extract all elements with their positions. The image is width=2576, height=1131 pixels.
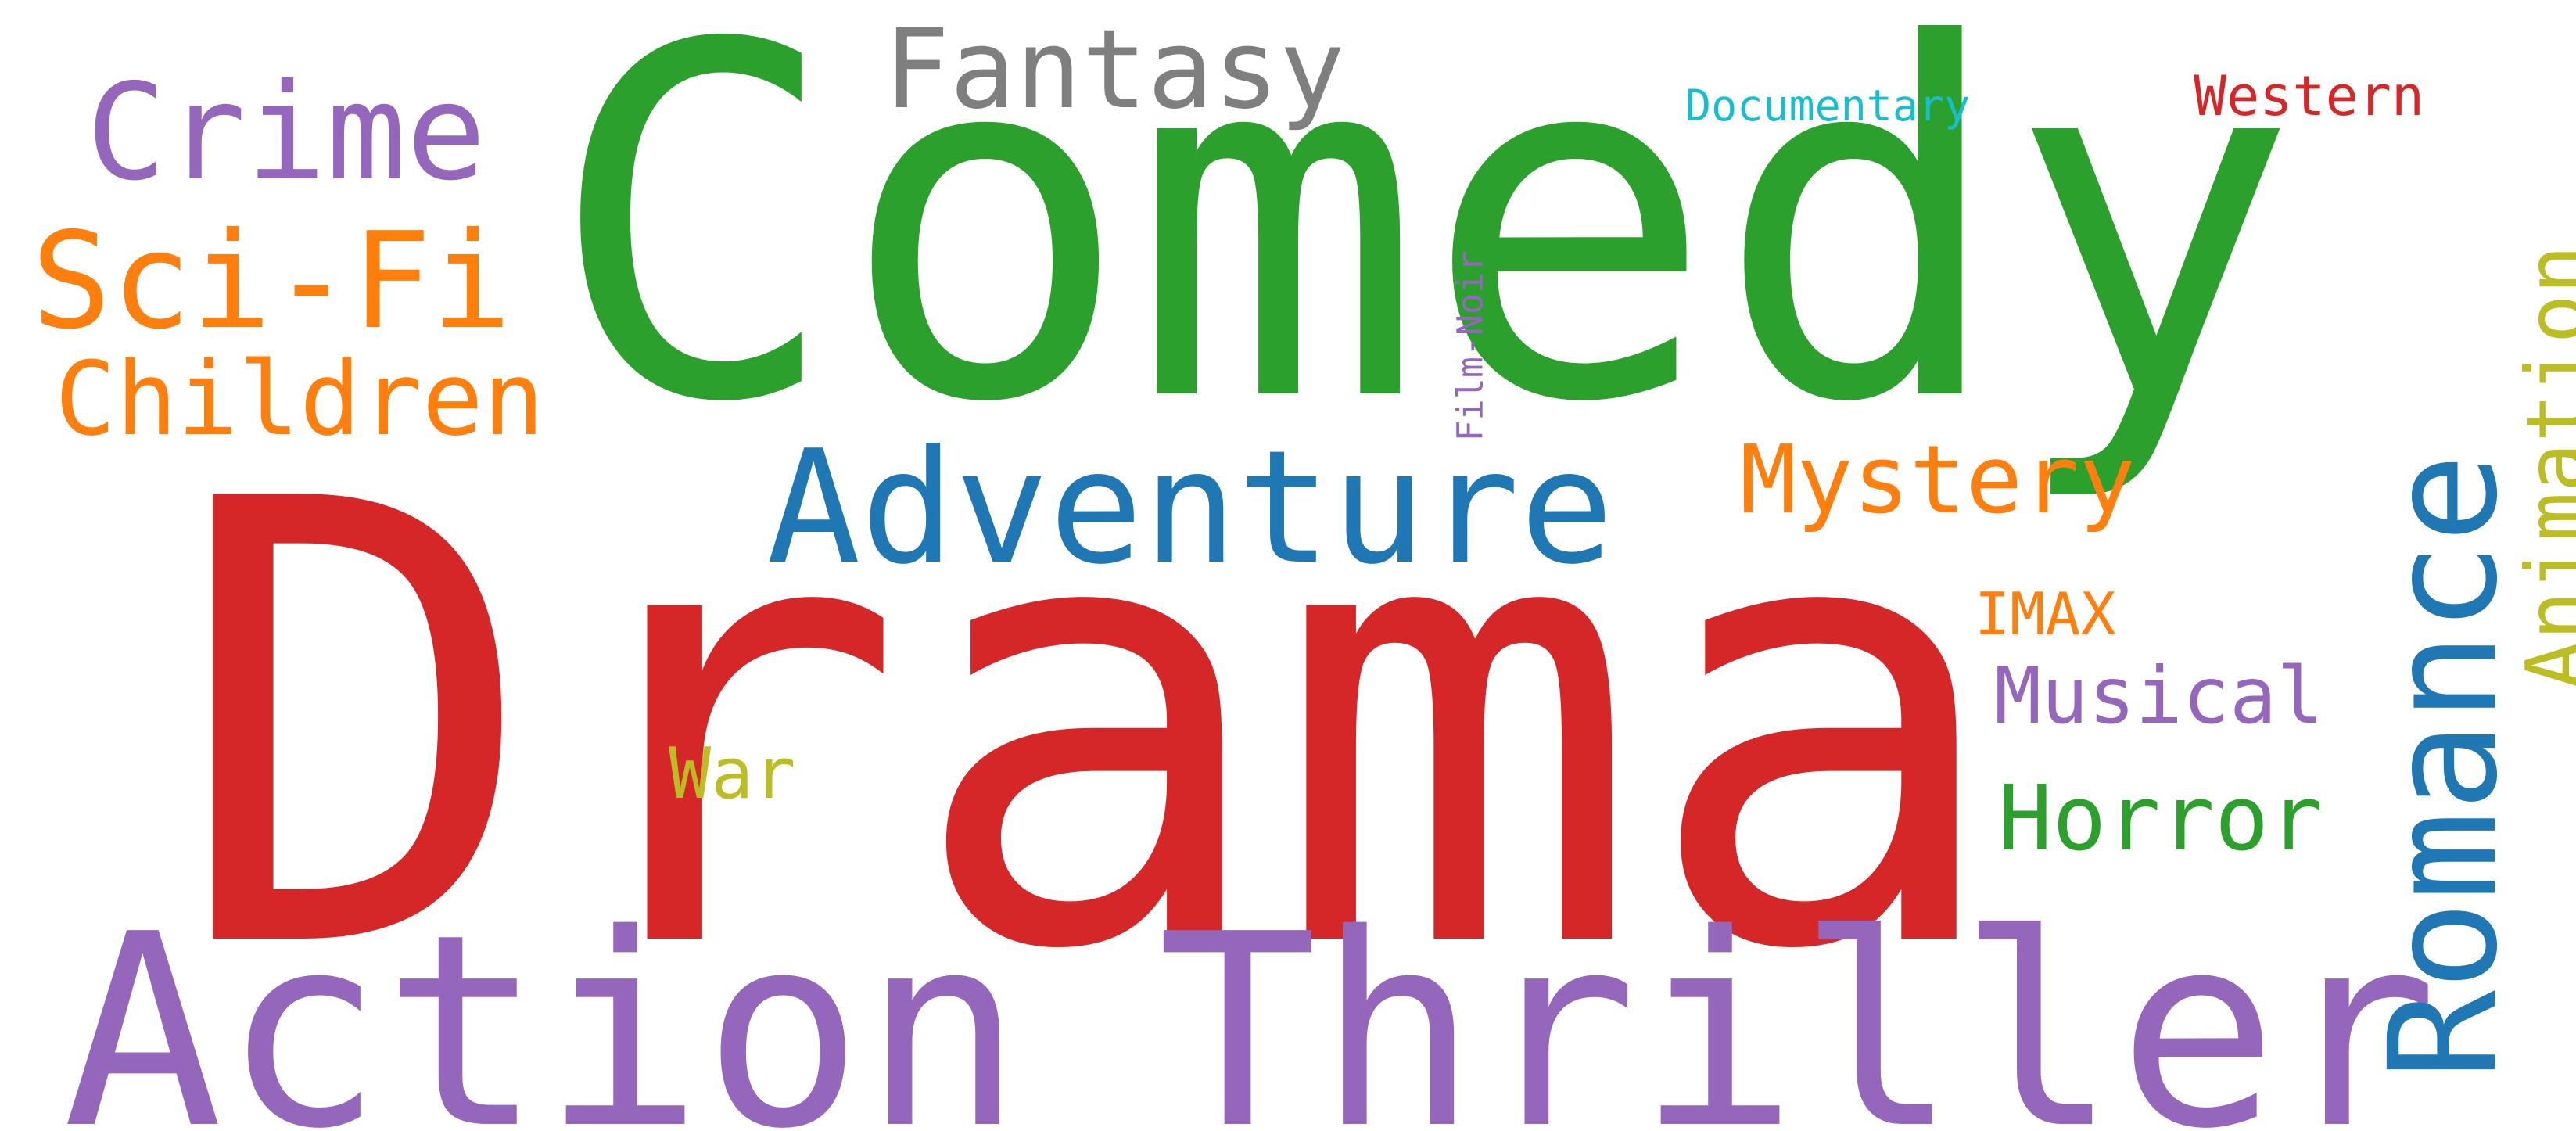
word-animation: Animation: [2508, 245, 2576, 690]
word-drama: Drama: [172, 372, 2008, 1083]
word-horror: Horror: [1998, 767, 2323, 871]
word-romance: Romance: [2357, 453, 2531, 1080]
word-musical: Musical: [1994, 650, 2324, 741]
word-comedy: Comedy: [547, 0, 2299, 508]
word-mystery: Mystery: [1740, 426, 2136, 535]
word-film-noir: Film-Noir: [1449, 250, 1491, 442]
word-documentary: Documentary: [1685, 81, 1971, 131]
word-thriller: Thriller: [1157, 878, 2438, 1131]
word-adventure: Adventure: [766, 417, 1614, 599]
word-crime: Crime: [86, 56, 486, 210]
word-war: War: [669, 733, 796, 815]
word-western: Western: [2194, 64, 2425, 128]
word-imax: IMAX: [1975, 580, 2116, 648]
word-children: Children: [55, 339, 545, 458]
word-action: Action: [63, 878, 1024, 1131]
word-fantasy: Fantasy: [884, 6, 1346, 134]
word-sci-fi: Sci-Fi: [31, 204, 512, 359]
